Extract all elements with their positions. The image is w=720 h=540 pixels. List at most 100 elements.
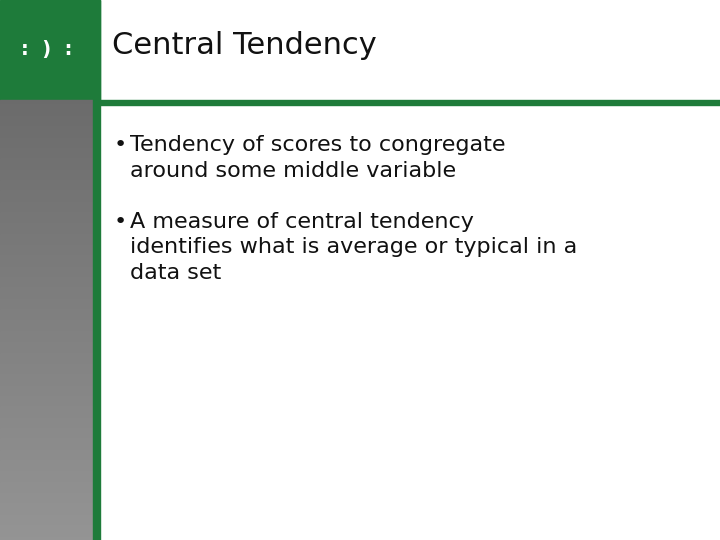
Bar [0,267,93,269]
Bar [0,356,93,358]
Bar [0,294,93,296]
Bar [0,419,93,421]
Bar [0,151,93,153]
Bar [0,117,93,119]
Bar [0,308,93,310]
Bar [0,132,93,134]
Bar [0,114,93,116]
Bar [0,429,93,431]
Bar [0,189,93,191]
Bar [0,168,93,171]
Bar [0,144,93,145]
Bar [0,287,93,289]
Bar [0,243,93,245]
Bar [0,410,93,413]
Bar [0,513,93,515]
Text: :  )  :: : ) : [21,40,72,59]
Bar [0,511,93,514]
Bar [0,500,93,502]
Bar [0,261,93,263]
Bar [0,371,93,373]
Text: •: • [114,135,127,155]
Bar [0,187,93,190]
Bar [0,484,93,486]
Bar [0,252,93,254]
Bar [0,446,93,448]
Bar [0,382,93,384]
Bar [0,191,93,192]
Bar [0,176,93,178]
Bar [0,460,93,462]
Bar [0,230,93,232]
Bar [0,466,93,468]
Bar [0,482,93,484]
Bar [0,478,93,480]
Bar [0,472,93,474]
Bar [0,111,93,113]
Bar [0,123,93,125]
Bar [0,369,93,372]
Bar [0,359,93,361]
Bar [0,302,93,304]
Bar [0,399,93,401]
Bar [0,136,93,138]
Bar [0,424,93,426]
Bar [0,427,93,429]
Bar [0,224,93,226]
Bar [0,127,93,130]
Bar [0,124,93,126]
Bar [0,293,93,295]
Bar [0,234,93,237]
Bar [0,490,93,491]
Bar [0,457,93,460]
Bar [0,290,93,292]
Bar [0,510,93,512]
Bar [0,408,93,409]
Text: data set: data set [130,263,221,283]
Bar [0,372,93,374]
Bar [0,328,93,330]
Bar [0,232,93,233]
Bar [0,242,93,244]
Text: A measure of central tendency: A measure of central tendency [130,212,474,232]
Bar [0,197,93,198]
Bar [0,277,93,279]
Bar [0,212,93,214]
Bar [0,421,93,423]
Bar [0,394,93,396]
Bar [0,264,93,266]
Bar [0,528,93,530]
Bar [0,341,93,343]
Bar [0,165,93,167]
Bar [0,155,93,157]
Bar [0,525,93,527]
Bar [0,320,93,321]
Bar [0,396,93,398]
Bar [0,437,93,439]
Bar [0,202,93,204]
Bar [0,140,93,143]
Bar [0,462,93,464]
Bar [0,330,93,332]
Bar [0,415,93,417]
Bar [0,465,93,467]
Bar [0,142,93,144]
Bar [0,217,93,219]
Bar [0,259,93,261]
Bar [0,506,93,508]
Bar [0,397,93,399]
Bar [0,491,93,493]
Bar [0,321,93,323]
Bar [0,221,93,223]
Bar [0,126,93,128]
Bar [0,468,93,470]
Bar [0,274,93,276]
Bar [0,255,93,257]
Bar [0,180,93,182]
Bar [0,205,93,207]
Bar [0,181,93,184]
Bar [0,362,93,364]
Bar [0,253,93,255]
Bar [0,531,93,532]
Bar [0,393,93,395]
